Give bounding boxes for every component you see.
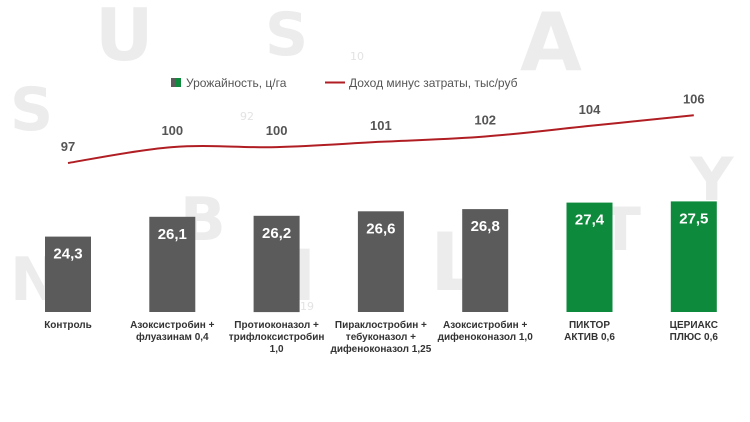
line-value-label: 97	[61, 139, 75, 154]
series-line	[67, 114, 694, 164]
svg-text:92: 92	[240, 110, 254, 123]
legend-swatch-grey	[171, 78, 176, 87]
category-label-line: флуазинам 0,4	[136, 331, 209, 343]
category-label-line: Азоксистробин +	[443, 319, 527, 331]
svg-text:S: S	[265, 0, 308, 70]
bar	[670, 201, 717, 312]
line-value-label: 100	[161, 123, 183, 138]
legend-label-line: Доход минус затраты, тыс/руб	[349, 76, 518, 90]
category-label: Контроль	[44, 320, 92, 331]
legend: Урожайность, ц/га Доход минус затраты, т…	[171, 76, 518, 90]
category-label: ЦЕРИАКС ПЛЮС 0,6	[670, 320, 719, 343]
legend-swatch-green	[176, 78, 181, 87]
svg-text:19: 19	[300, 300, 314, 313]
category-label: Протиоконазол + трифлоксистробин 1,0	[229, 320, 325, 355]
category-label: Пираклостробин + тебуконазол + дифеноконаз…	[331, 319, 432, 355]
category-label-line: Азоксистробин +	[130, 319, 214, 331]
line-value-label: 104	[579, 102, 601, 117]
bars: 24,3 26,1 26,2 26,6 26,8 27,4 27,5	[45, 201, 717, 313]
category-label: Азоксистробин + флуазинам 0,4	[130, 319, 214, 343]
line-value-label: 100	[266, 123, 288, 138]
bar	[357, 211, 404, 312]
bar	[462, 209, 509, 312]
category-label-line: ЦЕРИАКС	[670, 320, 718, 331]
line-value-label: 102	[474, 113, 496, 128]
category-label-line: трифлоксистробин	[229, 331, 325, 343]
line-series: 97 100 100 101 102 104 106	[61, 91, 705, 164]
category-label-line: дифеноконазол 1,25	[331, 343, 432, 355]
bar-value-label: 26,6	[366, 220, 395, 237]
bar-value-label: 24,3	[53, 246, 82, 263]
category-label-line: Пираклостробин +	[335, 319, 427, 331]
bar-value-label: 27,4	[575, 212, 605, 229]
bar-value-label: 26,2	[262, 225, 291, 242]
category-label-line: Протиоконазол +	[234, 320, 319, 331]
legend-item-bars: Урожайность, ц/га	[171, 76, 287, 90]
bar-value-label: 26,8	[471, 218, 500, 235]
category-label-line: АКТИВ 0,6	[564, 332, 615, 343]
svg-text:S: S	[10, 75, 53, 145]
line-value-label: 101	[370, 118, 392, 133]
category-label: ПИКТОР АКТИВ 0,6	[564, 320, 615, 343]
svg-text:U: U	[95, 0, 153, 77]
bar	[253, 215, 300, 313]
bar-value-label: 27,5	[679, 210, 708, 227]
category-label-line: Контроль	[44, 320, 92, 331]
category-label-line: тебуконазол +	[346, 331, 416, 343]
bar-value-label: 26,1	[158, 226, 187, 243]
bar	[45, 236, 91, 312]
legend-label-bars: Урожайность, ц/га	[186, 76, 287, 90]
svg-text:A: A	[520, 0, 582, 89]
category-label-line: 1,0	[270, 344, 284, 355]
bar	[149, 216, 196, 312]
category-label-line: ПИКТОР	[569, 320, 610, 331]
svg-text:10: 10	[350, 50, 364, 63]
category-labels: Контроль Азоксистробин + флуазинам 0,4Прот…	[44, 319, 718, 355]
legend-item-line: Доход минус затраты, тыс/руб	[325, 76, 518, 90]
category-label-line: ПЛЮС 0,6	[670, 332, 719, 343]
line-value-label: 106	[683, 91, 705, 106]
category-label: Азоксистробин + дифеноконазол 1,0	[438, 319, 534, 343]
category-label-line: дифеноконазол 1,0	[438, 331, 534, 343]
bar	[566, 202, 613, 312]
